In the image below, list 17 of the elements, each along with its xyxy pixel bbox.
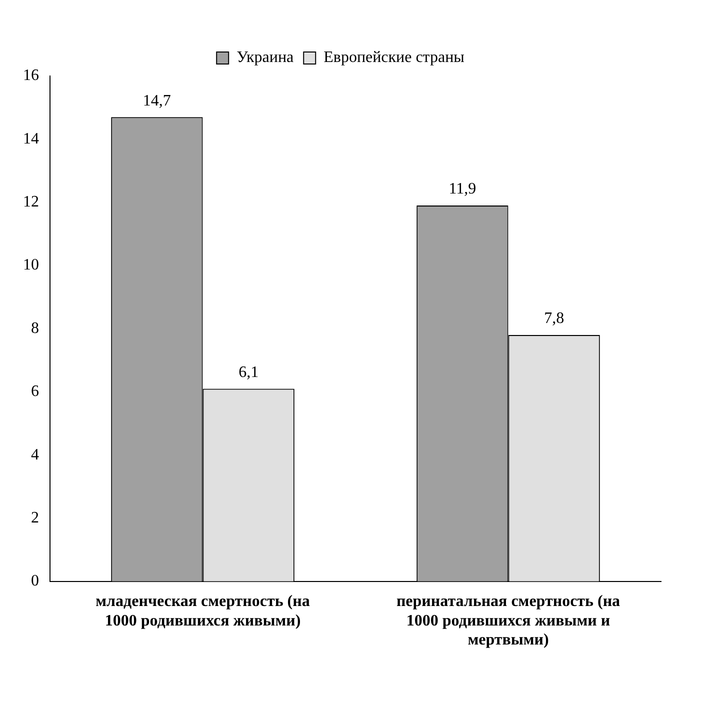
legend-label: Европейские страны <box>324 49 465 66</box>
data-label: 11,9 <box>448 180 476 198</box>
y-tick-label: 2 <box>31 509 39 526</box>
y-tick-label: 14 <box>23 130 39 148</box>
y-tick-label: 6 <box>31 383 39 400</box>
x-tick-label: перинатальная смертность (на 1000 родившихся живыми и мертвыми) <box>396 593 620 649</box>
y-tick-label: 12 <box>23 194 39 211</box>
data-label: 6,1 <box>238 364 259 381</box>
y-tick-label: 8 <box>31 320 39 337</box>
legend-label: Украина <box>236 49 294 66</box>
y-tick-label: 4 <box>31 446 39 464</box>
data-label: 14,7 <box>142 92 171 110</box>
y-tick-label: 0 <box>31 572 39 590</box>
y-tick-label: 10 <box>23 256 39 274</box>
x-tick-label: младенческая смертность (на 1000 родившихся живыми) <box>96 593 310 630</box>
data-label: 7,8 <box>544 310 564 328</box>
y-tick-label: 16 <box>23 67 39 84</box>
